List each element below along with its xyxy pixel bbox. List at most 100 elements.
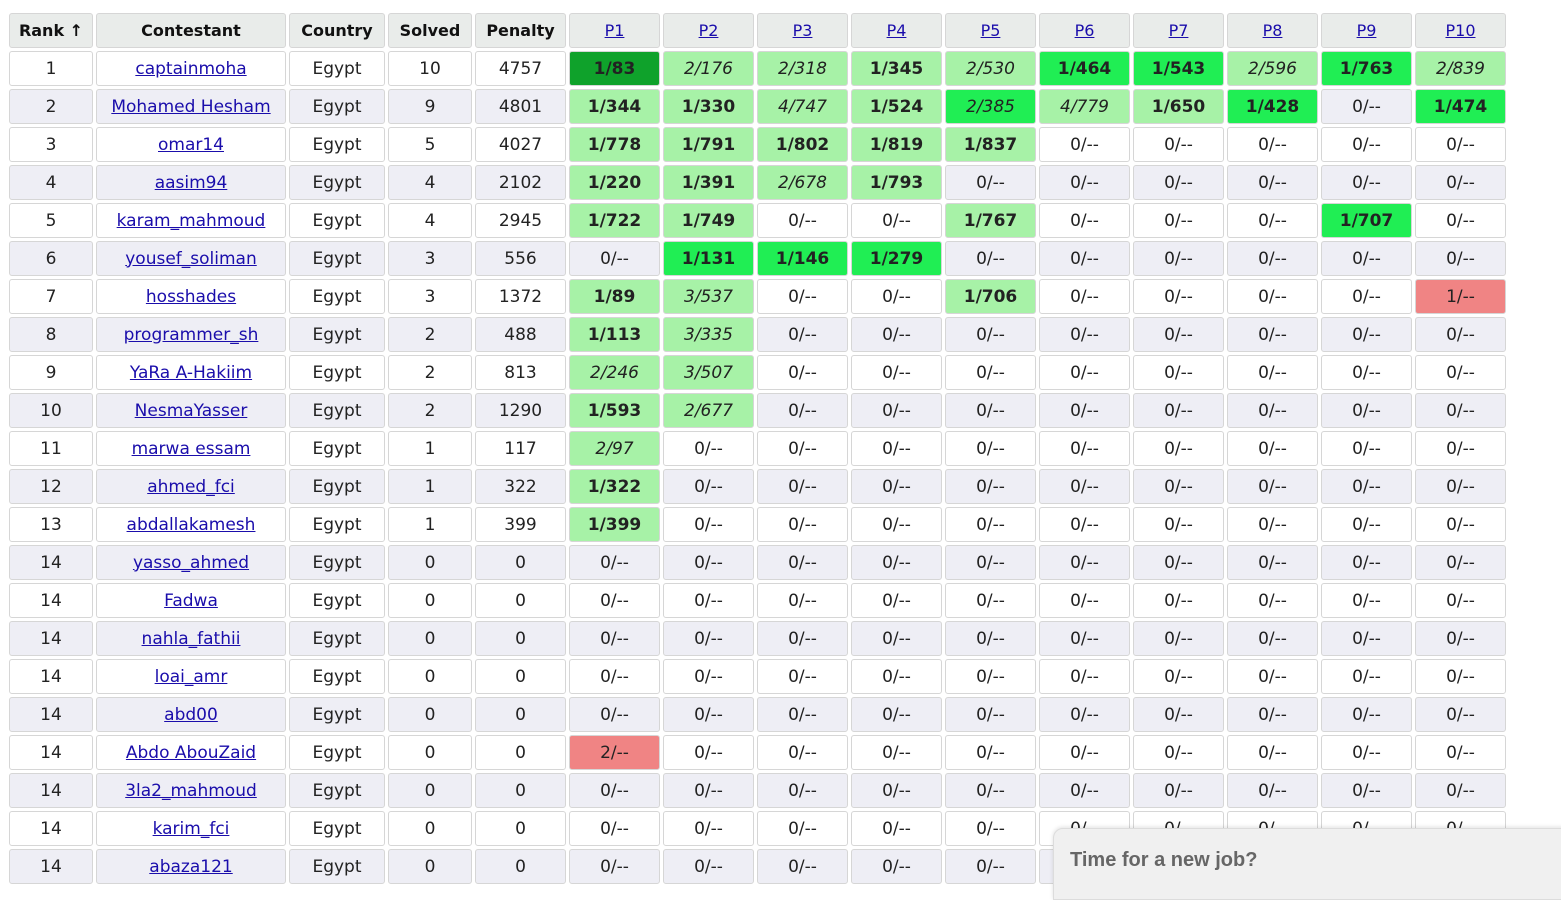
problem-cell: 0/-- (1133, 393, 1224, 428)
contestant-link[interactable]: NesmaYasser (134, 400, 248, 421)
problem-cell: 1/279 (851, 241, 942, 276)
contestant-link[interactable]: karam_mahmoud (116, 210, 266, 231)
problem-cell: 2/385 (945, 89, 1036, 124)
scoreboard-body: 1 captainmoha Egypt 10 4757 1/83 2/176 2/318 1/3… (9, 51, 1506, 884)
problem-cell: 0/-- (757, 545, 848, 580)
problem-cell: 0/-- (1415, 507, 1506, 542)
problem-link-p4[interactable]: P4 (886, 21, 907, 40)
contestant-link[interactable]: 3la2_mahmoud (125, 780, 257, 801)
problem-cell: 0/-- (1133, 507, 1224, 542)
problem-cell: 2/678 (757, 165, 848, 200)
contestant-link[interactable]: marwa essam (131, 438, 251, 459)
problem-link-p10[interactable]: P10 (1445, 21, 1476, 40)
penalty-cell: 0 (475, 811, 566, 846)
contestant-link[interactable]: yasso_ahmed (132, 552, 250, 573)
problem-cell: 0/-- (757, 849, 848, 884)
contestant-cell: yasso_ahmed (96, 545, 286, 580)
problem-cell: 0/-- (851, 393, 942, 428)
contestant-link[interactable]: Fadwa (164, 590, 218, 611)
problem-link-p9[interactable]: P9 (1356, 21, 1377, 40)
problem-cell: 0/-- (1321, 621, 1412, 656)
problem-cell: 0/-- (757, 583, 848, 618)
penalty-cell: 0 (475, 849, 566, 884)
table-row: 14 nahla_fathii Egypt 0 0 0/-- 0/-- 0/-- 0/-- 0/-… (9, 621, 1506, 656)
contestant-link[interactable]: yousef_soliman (125, 248, 257, 269)
problem-cell: 0/-- (1039, 735, 1130, 770)
problem-cell: 0/-- (1227, 507, 1318, 542)
problem-cell: 0/-- (1039, 165, 1130, 200)
job-popup[interactable]: Time for a new job? (1053, 828, 1561, 900)
rank-cell: 14 (9, 735, 93, 770)
problem-link-p7[interactable]: P7 (1168, 21, 1189, 40)
problem-cell: 0/-- (1227, 431, 1318, 466)
penalty-cell: 4757 (475, 51, 566, 86)
table-row: 4 aasim94 Egypt 4 2102 1/220 1/391 2/678 1/793 0/… (9, 165, 1506, 200)
problem-link-p3[interactable]: P3 (792, 21, 813, 40)
penalty-cell: 322 (475, 469, 566, 504)
problem-cell: 0/-- (663, 849, 754, 884)
penalty-cell: 2945 (475, 203, 566, 238)
contestant-link[interactable]: karim_fci (152, 818, 230, 839)
problem-cell: 1/763 (1321, 51, 1412, 86)
problem-cell: 0/-- (757, 773, 848, 808)
problem-cell: 0/-- (1039, 393, 1130, 428)
problem-cell: 1/113 (569, 317, 660, 352)
contestant-link[interactable]: omar14 (158, 134, 224, 155)
country-cell: Egypt (289, 659, 385, 694)
contestant-link[interactable]: hosshades (145, 286, 237, 307)
problem-cell: 0/-- (851, 545, 942, 580)
contestant-link[interactable]: YaRa A-Hakiim (129, 362, 253, 383)
contestant-link[interactable]: Mohamed Hesham (111, 96, 271, 117)
contestant-link[interactable]: Abdo AbouZaid (125, 742, 257, 763)
rank-header[interactable]: Rank ↑ (9, 13, 93, 48)
problem-cell: 3/335 (663, 317, 754, 352)
problem-link-p5[interactable]: P5 (980, 21, 1001, 40)
country-cell: Egypt (289, 127, 385, 162)
contestant-link[interactable]: ahmed_fci (147, 476, 235, 497)
problem-cell: 0/-- (1133, 621, 1224, 656)
problem-cell: 2/839 (1415, 51, 1506, 86)
contestant-cell: marwa essam (96, 431, 286, 466)
country-cell: Egypt (289, 621, 385, 656)
contestant-cell: Abdo AbouZaid (96, 735, 286, 770)
country-header: Country (289, 13, 385, 48)
penalty-cell: 488 (475, 317, 566, 352)
contestant-link[interactable]: abaza121 (149, 856, 233, 877)
solved-cell: 1 (388, 431, 472, 466)
problem-cell: 0/-- (663, 621, 754, 656)
problem-cell: 0/-- (569, 241, 660, 276)
problem-link-p8[interactable]: P8 (1262, 21, 1283, 40)
problem-cell: 0/-- (851, 507, 942, 542)
contestant-link[interactable]: captainmoha (135, 58, 247, 79)
problem-cell: 0/-- (1227, 165, 1318, 200)
table-row: 2 Mohamed Hesham Egypt 9 4801 1/344 1/330 4/747… (9, 89, 1506, 124)
problem-cell: 2/246 (569, 355, 660, 390)
contestant-link[interactable]: aasim94 (154, 172, 228, 193)
country-cell: Egypt (289, 469, 385, 504)
problem-cell: 0/-- (1133, 735, 1224, 770)
contestant-cell: NesmaYasser (96, 393, 286, 428)
problem-cell: 0/-- (851, 203, 942, 238)
contestant-link[interactable]: loai_amr (154, 666, 228, 687)
problem-cell: 0/-- (663, 469, 754, 504)
country-cell: Egypt (289, 773, 385, 808)
penalty-header: Penalty (475, 13, 566, 48)
problem-cell: 0/-- (1321, 545, 1412, 580)
solved-cell: 9 (388, 89, 472, 124)
country-cell: Egypt (289, 203, 385, 238)
problem-link-p6[interactable]: P6 (1074, 21, 1095, 40)
problem-link-p2[interactable]: P2 (698, 21, 719, 40)
problem-cell: 0/-- (1133, 355, 1224, 390)
problem-cell: 0/-- (1039, 279, 1130, 314)
contestant-link[interactable]: abd00 (164, 704, 218, 725)
solved-cell: 5 (388, 127, 472, 162)
problem-cell: 0/-- (1133, 697, 1224, 732)
problem-cell: 0/-- (1415, 583, 1506, 618)
contestant-link[interactable]: programmer_sh (123, 324, 259, 345)
solved-cell: 0 (388, 773, 472, 808)
problem-link-p1[interactable]: P1 (604, 21, 625, 40)
problem-cell: 0/-- (1321, 431, 1412, 466)
contestant-link[interactable]: nahla_fathii (141, 628, 241, 649)
problem-cell: 0/-- (1039, 431, 1130, 466)
contestant-link[interactable]: abdallakamesh (126, 514, 256, 535)
